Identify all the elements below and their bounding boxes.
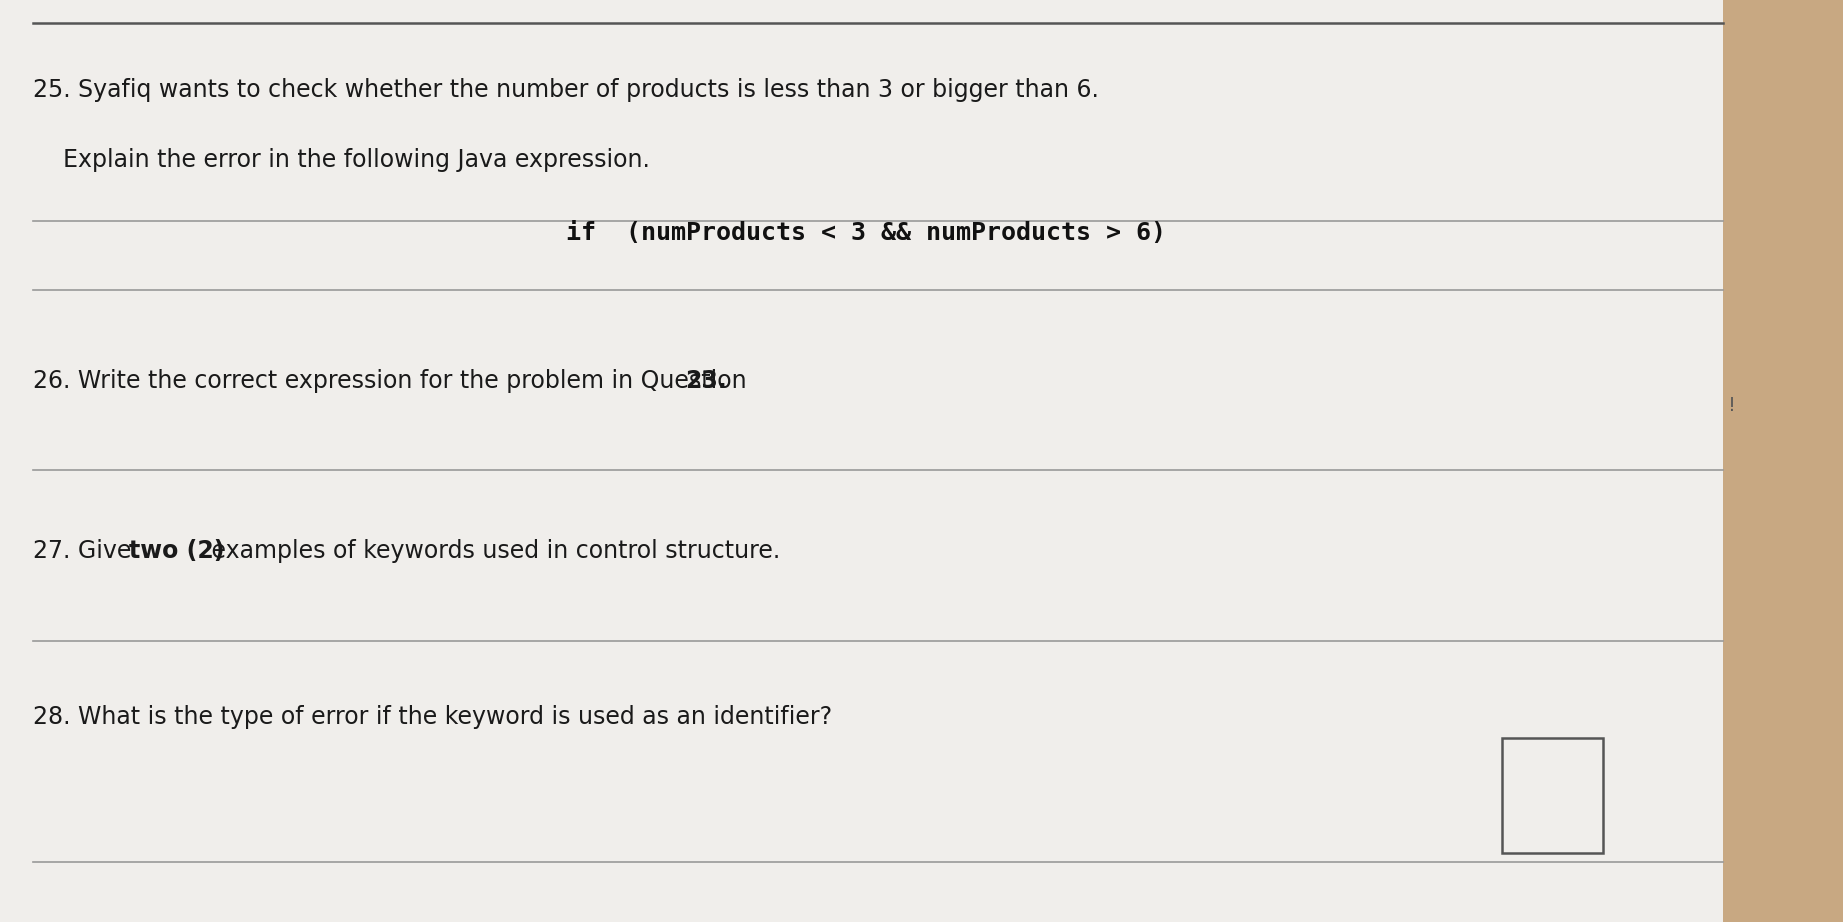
Text: 28. What is the type of error if the keyword is used as an identifier?: 28. What is the type of error if the key…	[33, 705, 833, 729]
Text: 23.: 23.	[686, 369, 728, 393]
Text: 27. Give: 27. Give	[33, 539, 138, 563]
Text: !: !	[1729, 396, 1736, 415]
Text: if  (numProducts < 3 && numProducts > 6): if (numProducts < 3 && numProducts > 6)	[566, 221, 1167, 245]
Text: 26. Write the correct expression for the problem in Question: 26. Write the correct expression for the…	[33, 369, 754, 393]
Bar	[1502, 738, 1603, 853]
Text: 25. Syafiq wants to check whether the number of products is less than 3 or bigge: 25. Syafiq wants to check whether the nu…	[33, 78, 1098, 102]
Text: two (2): two (2)	[129, 539, 225, 563]
Text: examples of keywords used in control structure.: examples of keywords used in control str…	[205, 539, 780, 563]
Text: Explain the error in the following Java expression.: Explain the error in the following Java …	[33, 148, 651, 171]
